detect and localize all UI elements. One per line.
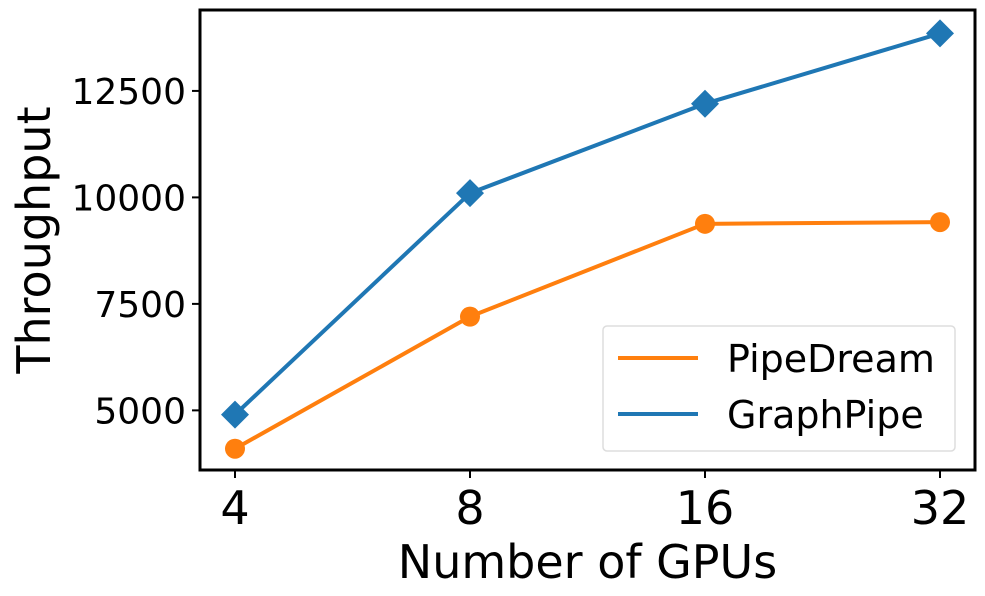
series-line-pipedream bbox=[234, 220, 941, 451]
x-tick-label: 8 bbox=[455, 481, 484, 535]
y-axis-ticks: 5000 7500 10000 12500 bbox=[71, 72, 200, 432]
x-tick-label: 16 bbox=[676, 481, 735, 535]
x-axis-ticks: 4 8 16 32 bbox=[220, 470, 969, 535]
x-axis-label: Number of GPUs bbox=[398, 535, 777, 589]
data-point bbox=[460, 306, 480, 327]
plot-area-frame bbox=[198, 8, 977, 472]
data-point bbox=[691, 89, 719, 118]
data-point bbox=[456, 179, 484, 208]
data-point bbox=[930, 212, 950, 233]
data-point bbox=[695, 213, 715, 234]
data-point bbox=[225, 438, 245, 459]
legend: PipeDream GraphPipe bbox=[602, 325, 956, 452]
y-tick-label: 10000 bbox=[71, 178, 186, 219]
series-layer bbox=[221, 19, 954, 459]
data-point bbox=[221, 400, 249, 429]
legend-label: GraphPipe bbox=[727, 393, 924, 437]
x-tick-label: 4 bbox=[220, 481, 249, 535]
x-tick-label: 32 bbox=[911, 481, 970, 535]
series-pipedream bbox=[225, 212, 950, 459]
series-line-graphpipe bbox=[233, 31, 941, 417]
y-tick-label: 5000 bbox=[94, 391, 186, 432]
legend-label: PipeDream bbox=[727, 337, 935, 381]
y-tick-label: 12500 bbox=[71, 72, 186, 113]
y-tick-label: 7500 bbox=[94, 285, 186, 326]
y-axis-label: Throughput bbox=[7, 106, 61, 374]
series-graphpipe bbox=[221, 19, 954, 429]
data-point bbox=[926, 19, 954, 48]
